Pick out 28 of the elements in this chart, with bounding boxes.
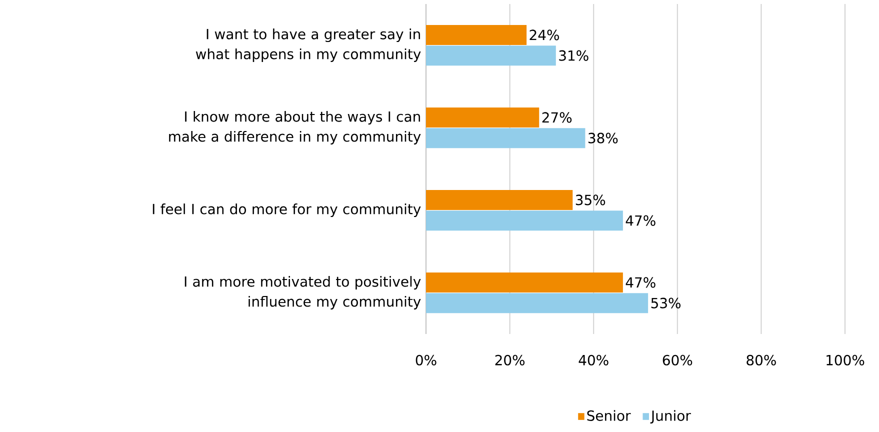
x-tick-label: 60% [662, 354, 692, 366]
bar [426, 190, 573, 210]
bar [426, 293, 648, 314]
x-tick-label: 100% [826, 354, 864, 366]
bar [426, 210, 623, 231]
data-label: 31% [559, 50, 588, 61]
data-label: 53% [651, 298, 680, 308]
y-tick-label: I want to have a greater say in what happens in my community [196, 28, 421, 62]
y-tick-label: I know more about the ways I can make a difference in my community [169, 111, 421, 144]
bar [426, 24, 527, 45]
x-tick-label: 40% [578, 354, 608, 366]
data-label: 47% [626, 277, 656, 288]
bar [426, 272, 623, 292]
data-label: 38% [588, 132, 618, 144]
legend-label: Junior [650, 410, 691, 424]
data-label: 24% [530, 30, 559, 40]
data-label: 35% [576, 194, 606, 206]
y-tick-label: I feel I can do more for my community [152, 204, 421, 218]
bar [426, 46, 556, 66]
legend-label: Senior [587, 410, 631, 421]
y-tick-label: I am more motivated to positively influence my community [184, 276, 421, 310]
bar [426, 128, 586, 148]
x-tick-label: 20% [495, 354, 525, 366]
x-tick-label: 0% [416, 354, 436, 366]
data-label: 47% [626, 215, 656, 226]
data-label: 27% [542, 112, 572, 123]
bar [426, 107, 540, 128]
x-tick-label: 80% [746, 354, 776, 366]
